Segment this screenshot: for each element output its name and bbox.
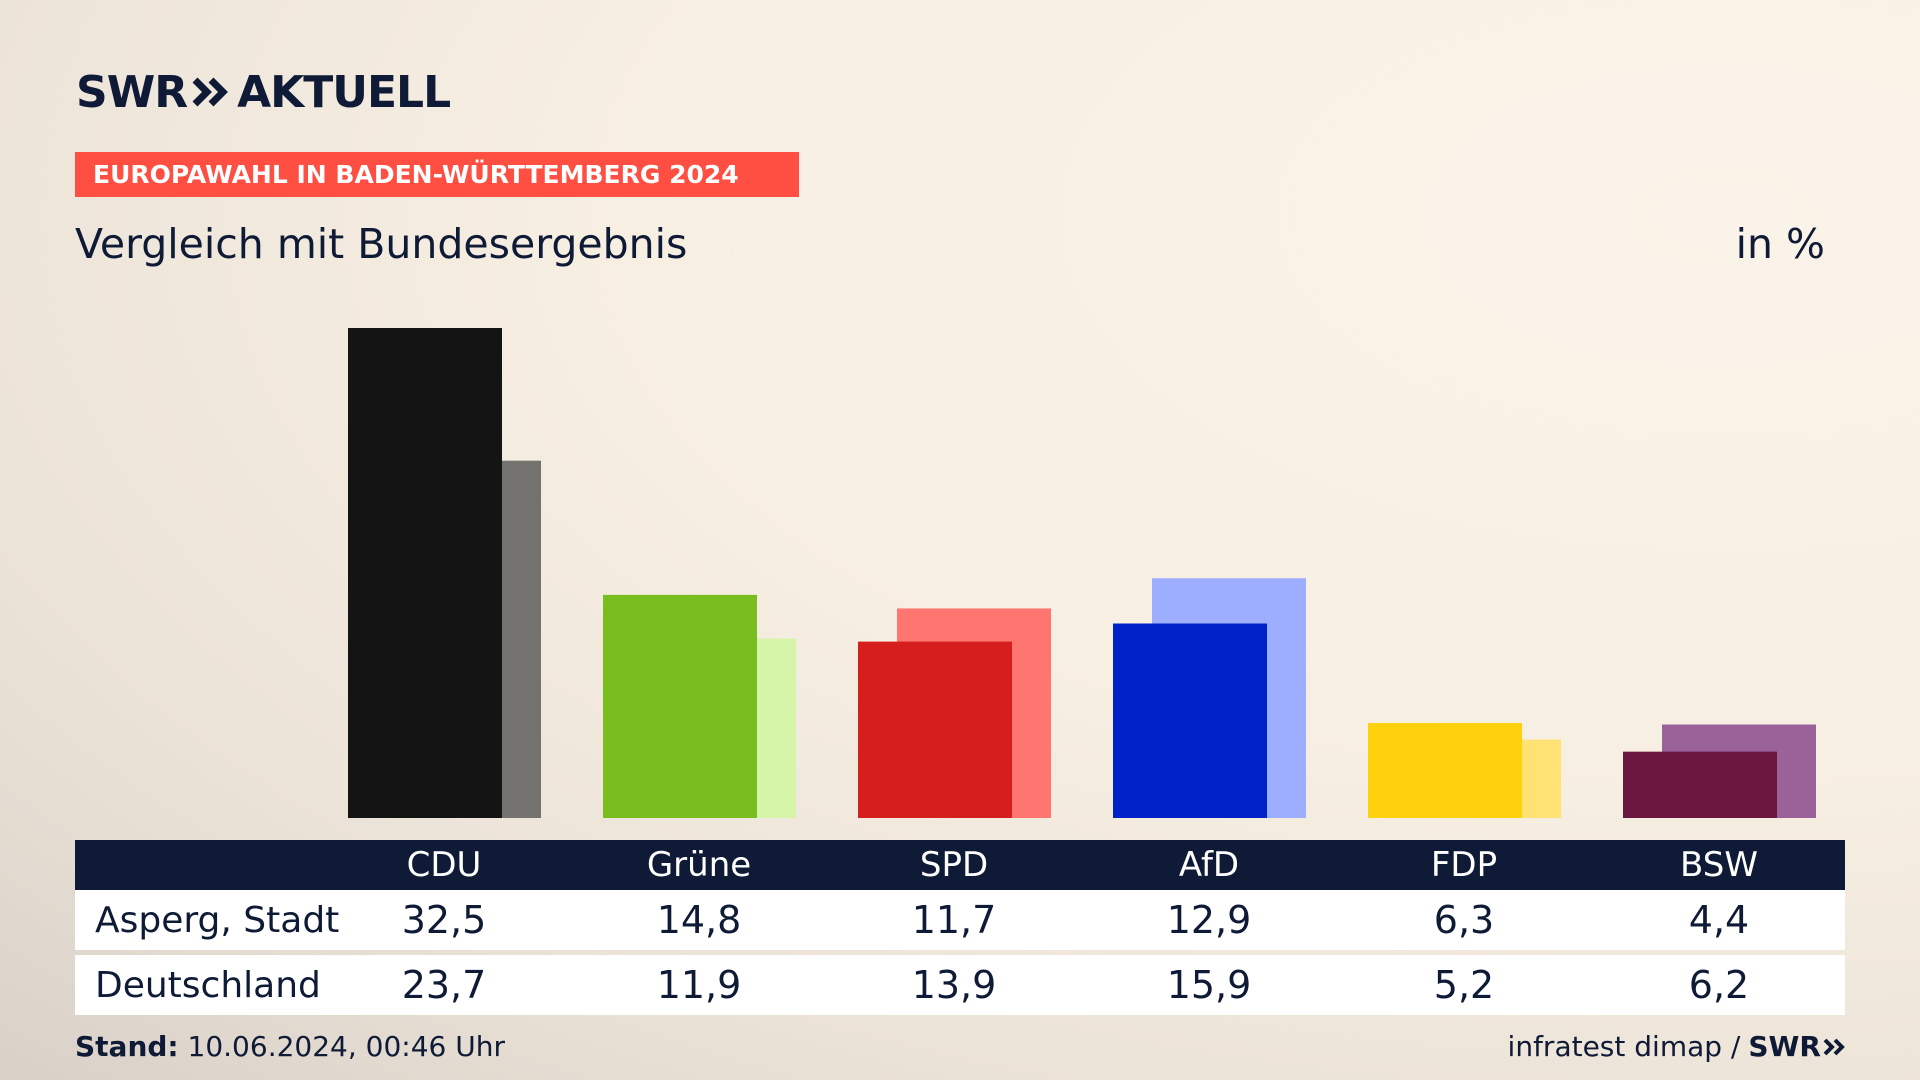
logo-swr-text: SWR — [76, 66, 188, 118]
value-deutschland-afd: 15,9 — [1166, 963, 1252, 1007]
column-header-grüne: Grüne — [646, 845, 752, 885]
table-row-deutschland: Deutschland 23,7 11,9 13,9 15,9 5,2 6,2 — [75, 955, 1845, 1015]
bar-asperg-grüne — [603, 594, 757, 818]
source-brand: SWR — [1748, 1030, 1821, 1063]
table-header: CDU Grüne SPD AfD FDP BSW — [75, 840, 1845, 890]
source-credit: infratest dimap / SWR — [1508, 1030, 1845, 1063]
value-asperg-grüne: 14,8 — [656, 898, 742, 942]
row-label-deutschland: Deutschland — [95, 964, 321, 1006]
double-chevron-small-icon — [1823, 1038, 1845, 1055]
value-deutschland-fdp: 5,2 — [1433, 963, 1495, 1007]
value-asperg-spd: 11,7 — [911, 898, 997, 942]
stand-value: 10.06.2024, 00:46 Uhr — [187, 1030, 505, 1063]
swr-aktuell-logo: SWR AKTUELL — [76, 66, 451, 118]
column-header-cdu: CDU — [406, 845, 482, 885]
bar-chart — [348, 328, 1816, 818]
column-header-spd: SPD — [919, 845, 989, 885]
double-chevron-icon — [192, 77, 229, 107]
bar-asperg-spd — [858, 641, 1012, 818]
results-table: CDU Grüne SPD AfD FDP BSW Asperg, Stadt 32,5 1… — [75, 840, 1845, 1015]
chart-subtitle: Vergleich mit Bundesergebnis — [75, 220, 688, 268]
row-label-asperg: Asperg, Stadt — [95, 899, 340, 941]
value-asperg-bsw: 4,4 — [1688, 898, 1750, 942]
bar-asperg-bsw — [1623, 751, 1777, 818]
source-text: infratest dimap / — [1507, 1030, 1741, 1063]
value-deutschland-bsw: 6,2 — [1688, 963, 1750, 1007]
stand-label: Stand: — [75, 1030, 179, 1063]
bar-asperg-afd — [1113, 623, 1267, 818]
value-asperg-fdp: 6,3 — [1433, 898, 1495, 942]
value-deutschland-grüne: 11,9 — [656, 963, 742, 1007]
bar-asperg-fdp — [1368, 723, 1522, 818]
value-deutschland-cdu: 23,7 — [401, 963, 487, 1007]
unit-label: in % — [1735, 220, 1825, 268]
table-row-asperg: Asperg, Stadt 32,5 14,8 11,7 12,9 6,3 4,4 — [75, 890, 1845, 950]
bar-asperg-cdu — [348, 328, 502, 818]
column-header-bsw: BSW — [1680, 845, 1758, 885]
column-header-fdp: FDP — [1430, 845, 1498, 885]
value-asperg-cdu: 32,5 — [401, 898, 487, 942]
timestamp: Stand: 10.06.2024, 00:46 Uhr — [75, 1030, 505, 1063]
value-asperg-afd: 12,9 — [1166, 898, 1252, 942]
election-kicker: EUROPAWAHL IN BADEN-WÜRTTEMBERG 2024 — [75, 152, 799, 197]
logo-aktuell-text: AKTUELL — [237, 66, 451, 118]
value-deutschland-spd: 13,9 — [911, 963, 997, 1007]
column-header-afd: AfD — [1178, 845, 1240, 885]
